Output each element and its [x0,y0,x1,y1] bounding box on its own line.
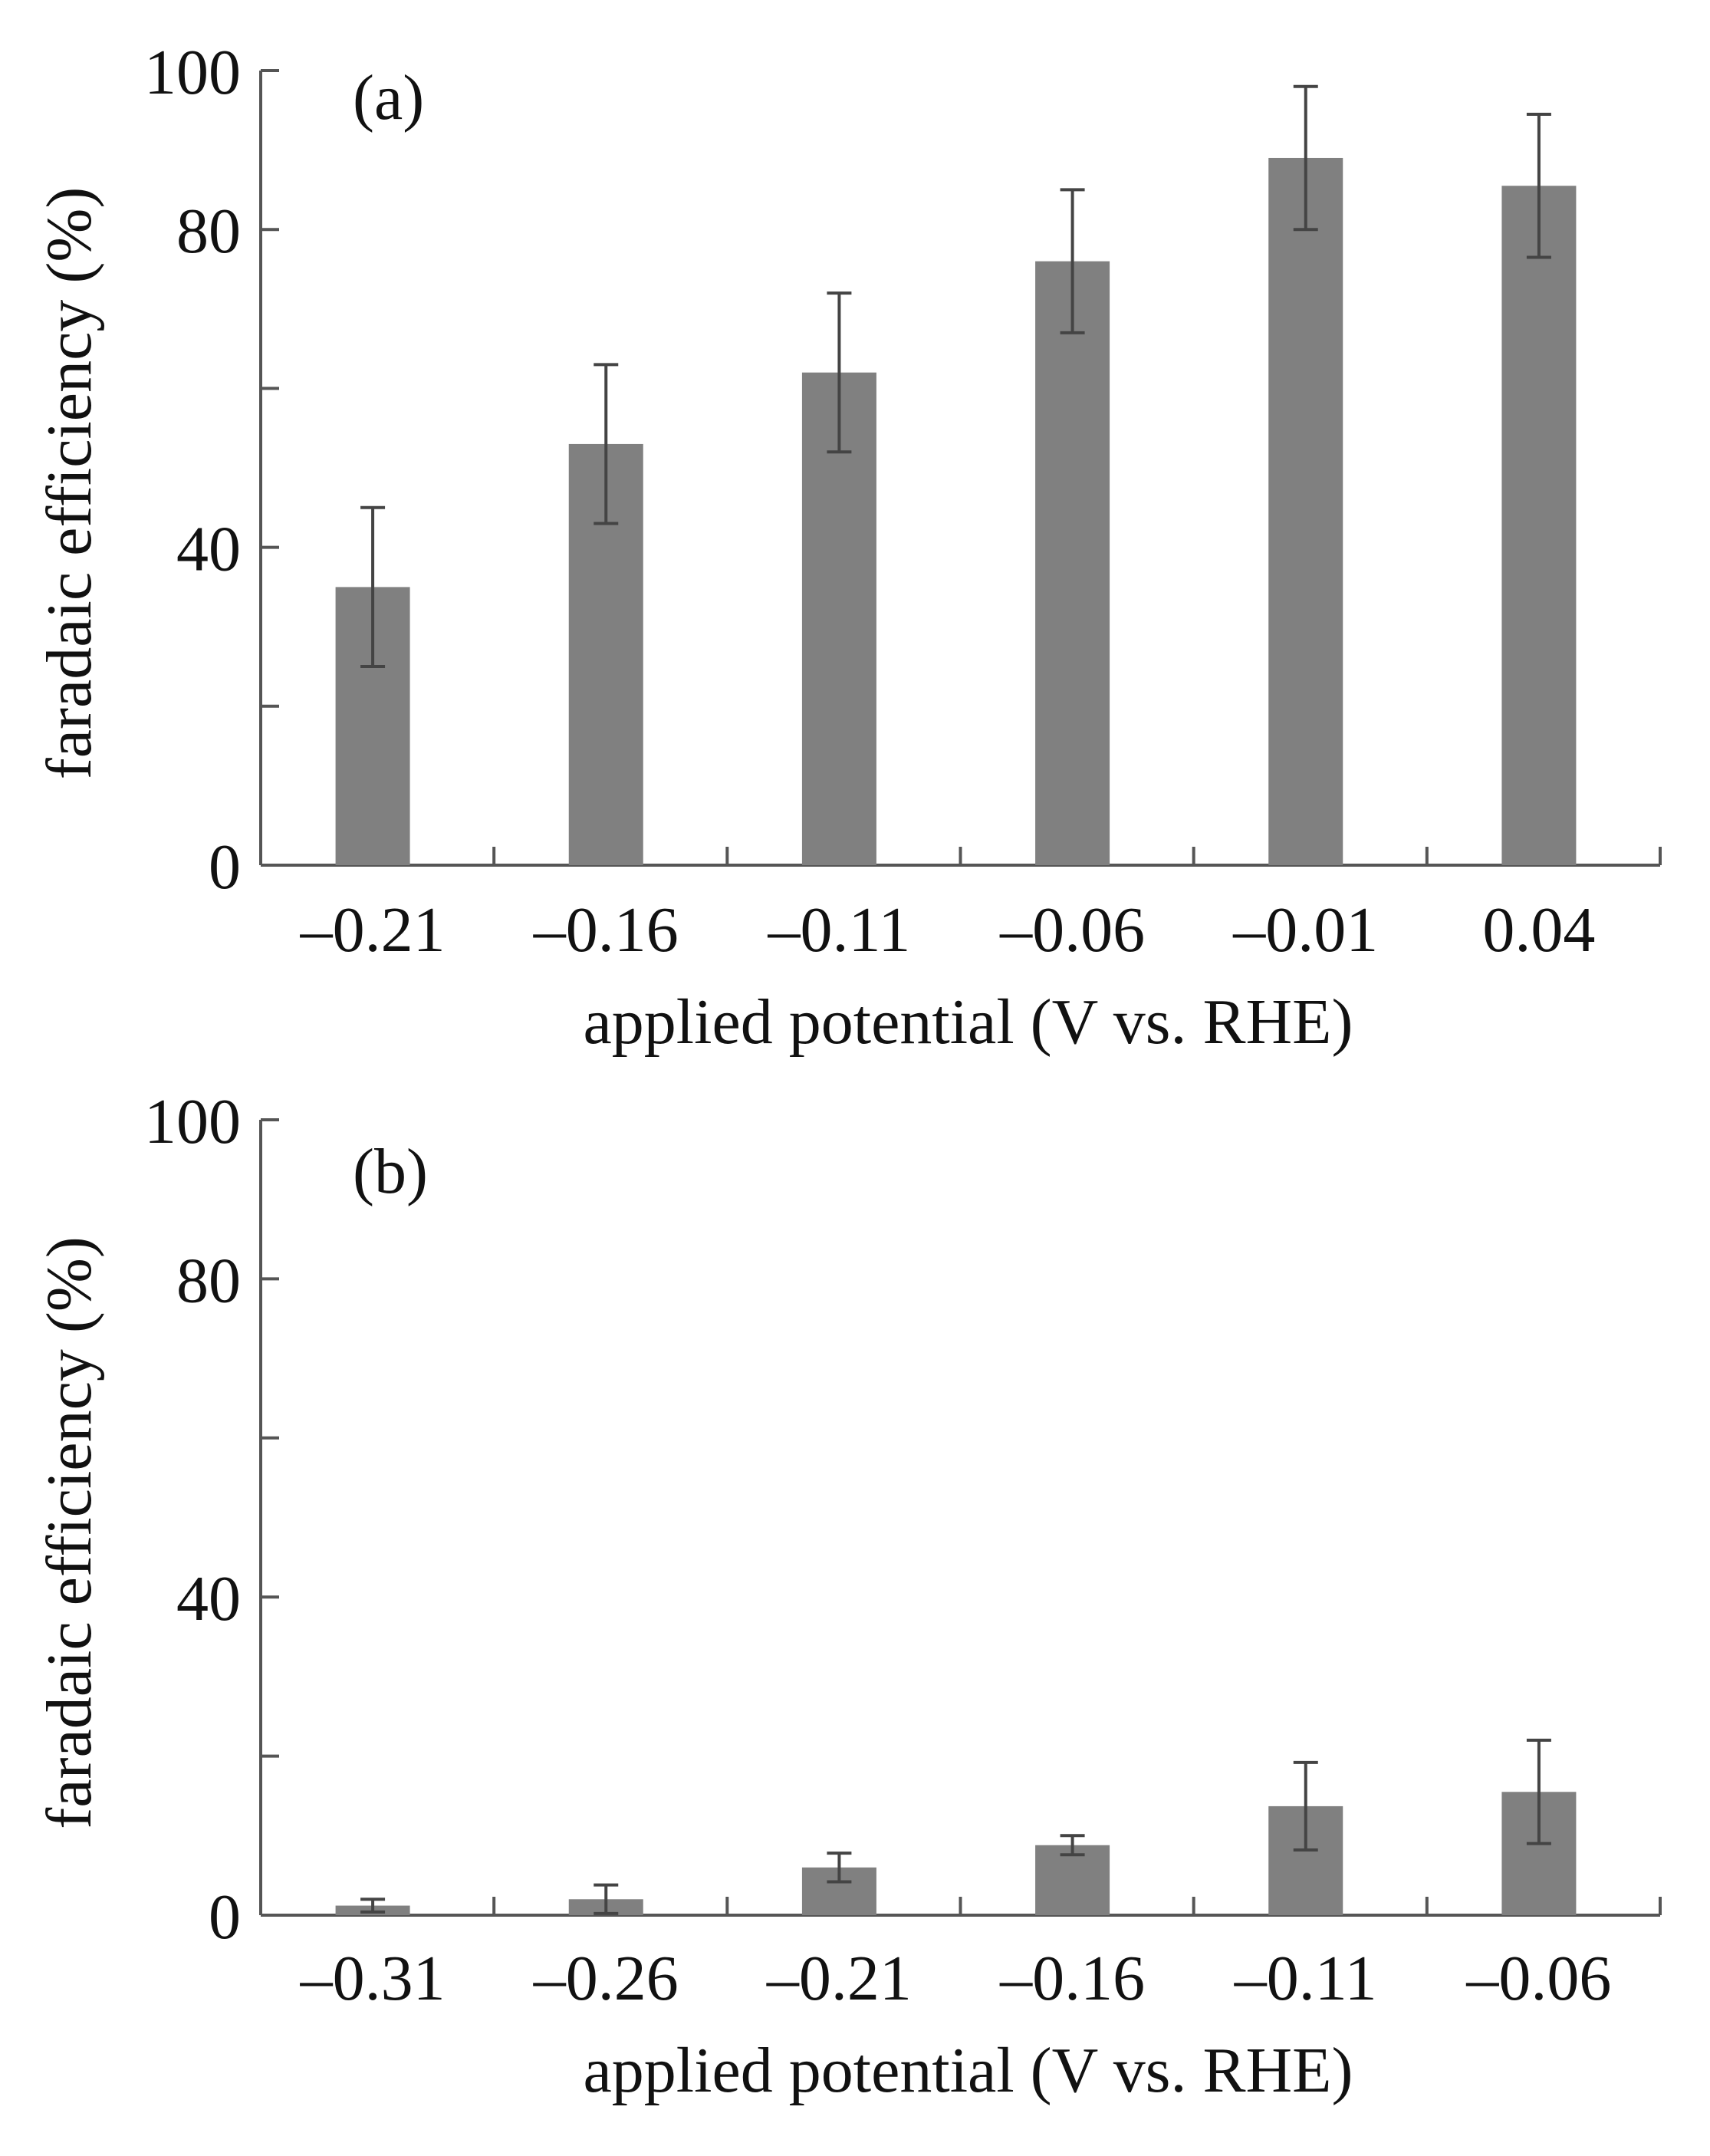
y-tick-label: 0 [209,1881,241,1953]
bar [1268,157,1343,865]
x-tick-label: –0.06 [1465,1943,1611,2014]
chart-panel-a: 0 40 80 100 –0.21 –0.16 –0.11 –0.06 –0.01 0.04 app… [34,37,1662,1058]
x-tick-label: –0.21 [766,1943,912,2014]
y-tick-label: 80 [176,196,241,267]
x-tick-label: –0.26 [533,1943,679,2014]
x-axis-title: applied potential (V vs. RHE) [584,2035,1353,2106]
x-tick-label: –0.16 [999,1943,1145,2014]
x-tick-label: –0.11 [1234,1943,1377,2014]
x-tick-label: –0.01 [1232,894,1378,966]
y-tick-label: 40 [176,514,241,585]
chart-panel-b: 0 40 80 100 –0.31 –0.26 –0.21 –0.16 –0.11 –0.06 ap… [34,1086,1662,2106]
y-tick-label: 0 [209,831,241,903]
x-tick-label: 0.04 [1482,894,1595,966]
x-tick-label: –0.06 [999,894,1145,966]
bar [801,372,876,865]
y-axis-title: faradaic efficiency (%) [34,1236,105,1829]
x-tick-label: –0.11 [767,894,910,966]
x-tick-label: –0.31 [300,1943,446,2014]
y-tick-label: 40 [176,1563,241,1634]
panel-label: (b) [353,1136,428,1207]
y-axis-title: faradaic efficiency (%) [34,187,105,780]
bar [1035,1845,1110,1915]
y-tick-label: 80 [176,1245,241,1316]
bar [1501,186,1577,866]
x-tick-label: –0.16 [533,894,679,966]
y-tick-label: 100 [144,1086,241,1157]
y-tick-label: 100 [144,37,241,108]
bar [1035,261,1110,865]
x-axis-title: applied potential (V vs. RHE) [584,986,1353,1058]
x-tick-label: –0.21 [300,894,446,966]
panel-label: (a) [353,62,424,133]
